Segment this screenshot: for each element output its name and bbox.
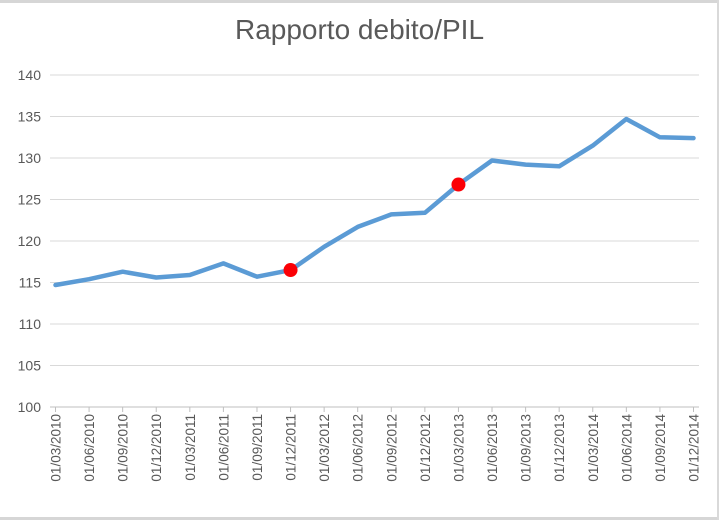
x-axis-tick-label: 01/09/2010 <box>116 414 131 482</box>
x-axis-tick-label: 01/06/2011 <box>216 414 231 481</box>
x-axis-tick-label: 01/12/2010 <box>149 414 164 482</box>
y-axis-tick-label: 115 <box>19 275 42 291</box>
frame-top-edge <box>0 0 719 3</box>
x-axis-tick-label: 01/12/2011 <box>284 414 299 481</box>
x-axis-tick-label: 01/06/2012 <box>351 414 366 482</box>
y-axis-tick-label: 100 <box>18 399 42 415</box>
x-axis-tick-label: 01/06/2010 <box>82 414 97 482</box>
y-axis-tick-label: 140 <box>18 67 42 83</box>
y-axis-tick-label: 130 <box>18 150 42 166</box>
x-axis-tick-label: 01/03/2012 <box>317 414 332 482</box>
y-axis-tick-label: 135 <box>18 109 42 125</box>
y-axis-tick-label: 125 <box>18 192 42 208</box>
highlight-marker <box>283 263 298 278</box>
x-axis-tick-label: 01/09/2012 <box>384 414 399 482</box>
debt-gdp-series-line <box>53 116 696 288</box>
highlight-marker <box>451 177 466 192</box>
frame-right-edge <box>717 0 719 520</box>
x-axis-tick-label: 01/03/2011 <box>183 414 198 481</box>
x-axis-tick-label: 01/09/2011 <box>250 414 265 481</box>
x-axis-tick-label: 01/03/2014 <box>586 414 601 482</box>
x-axis-tick-label: 01/09/2013 <box>519 414 534 482</box>
y-axis-tick-label: 120 <box>18 233 42 249</box>
x-axis-tick-label: 01/12/2014 <box>687 414 702 482</box>
x-axis-tick-label: 01/12/2013 <box>552 414 567 482</box>
x-axis-tick-label: 01/06/2013 <box>485 414 500 482</box>
chart-title: Rapporto debito/PIL <box>234 14 485 45</box>
frame-bottom-edge <box>0 517 719 520</box>
x-axis-tick-label: 01/09/2014 <box>653 414 668 482</box>
x-axis-tick-label: 01/06/2014 <box>619 414 634 482</box>
x-axis-tick-label: 01/12/2012 <box>418 414 433 482</box>
x-axis-tick-label: 01/03/2010 <box>49 414 64 482</box>
y-axis-tick-label: 105 <box>18 358 42 374</box>
y-axis-tick-label: 110 <box>19 316 42 332</box>
x-axis-tick-label: 01/03/2013 <box>451 414 466 482</box>
